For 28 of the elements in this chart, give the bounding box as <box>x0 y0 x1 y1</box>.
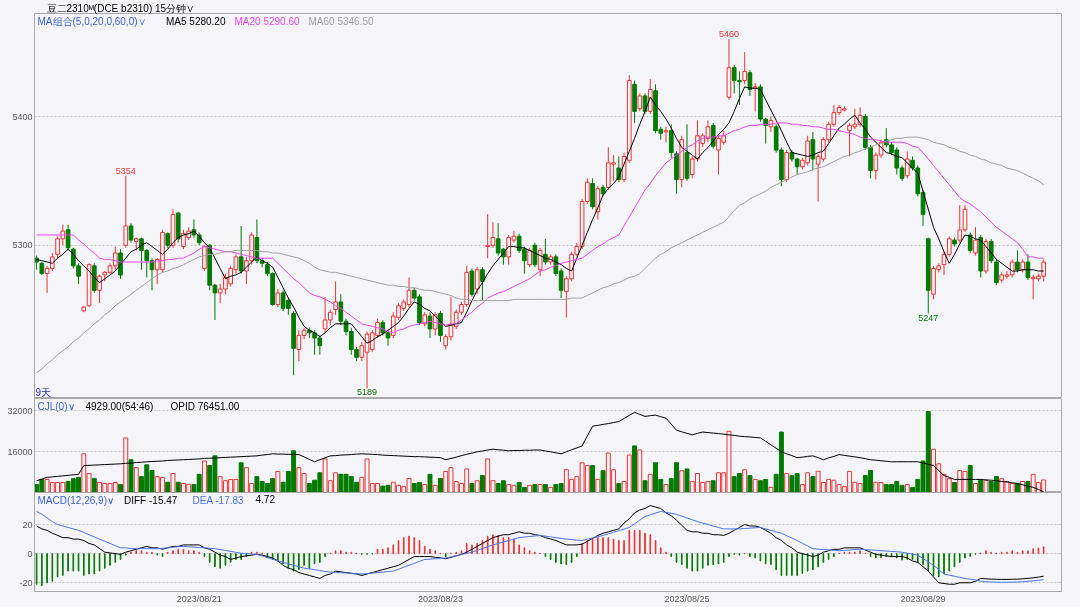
legend-title: CJL(0)∨ <box>37 400 75 412</box>
x-tick-label: 2023/08/29 <box>900 593 946 604</box>
y-tick-label: 16000 <box>7 446 33 457</box>
annotation: 5189 <box>357 387 378 398</box>
x-tick-label: 2023/08/23 <box>417 593 463 604</box>
y-tick-label: 5400 <box>12 111 33 122</box>
annotation: 5354 <box>115 165 136 176</box>
text: OPID 76451.00 <box>170 400 240 412</box>
x-tick-label: 2023/08/25 <box>664 593 710 604</box>
annotation: 5247 <box>918 312 939 323</box>
x-axis-title: 9天 <box>35 386 52 398</box>
text: MA60 5346.50 <box>308 15 374 27</box>
annotation: 5460 <box>718 29 739 40</box>
y-tick-label: -20 <box>19 577 33 588</box>
chart-subtitle: 4929.00(54:46) <box>85 400 154 412</box>
text: MA5 5280.20 <box>166 15 226 27</box>
y-tick-label: 32000 <box>7 405 33 416</box>
text: MA20 5290.60 <box>234 15 300 27</box>
annotation: 4.72 <box>255 493 276 505</box>
text: DEA -17.83 <box>192 494 245 506</box>
y-tick-label: 5300 <box>12 240 33 251</box>
y-tick-label: 0 <box>27 548 33 559</box>
legend-title: MA组合(5,0,20,0,60,0)∨ <box>37 15 146 27</box>
chart-title: 豆二2310ᴹ(DCE b2310) 15分钟∨ <box>46 2 195 14</box>
x-tick-label: 2023/08/21 <box>176 593 222 604</box>
legend-title: MACD(12,26,9)∨ <box>37 494 114 506</box>
text: DIFF -15.47 <box>124 494 178 506</box>
y-tick-label: 20 <box>22 519 33 530</box>
